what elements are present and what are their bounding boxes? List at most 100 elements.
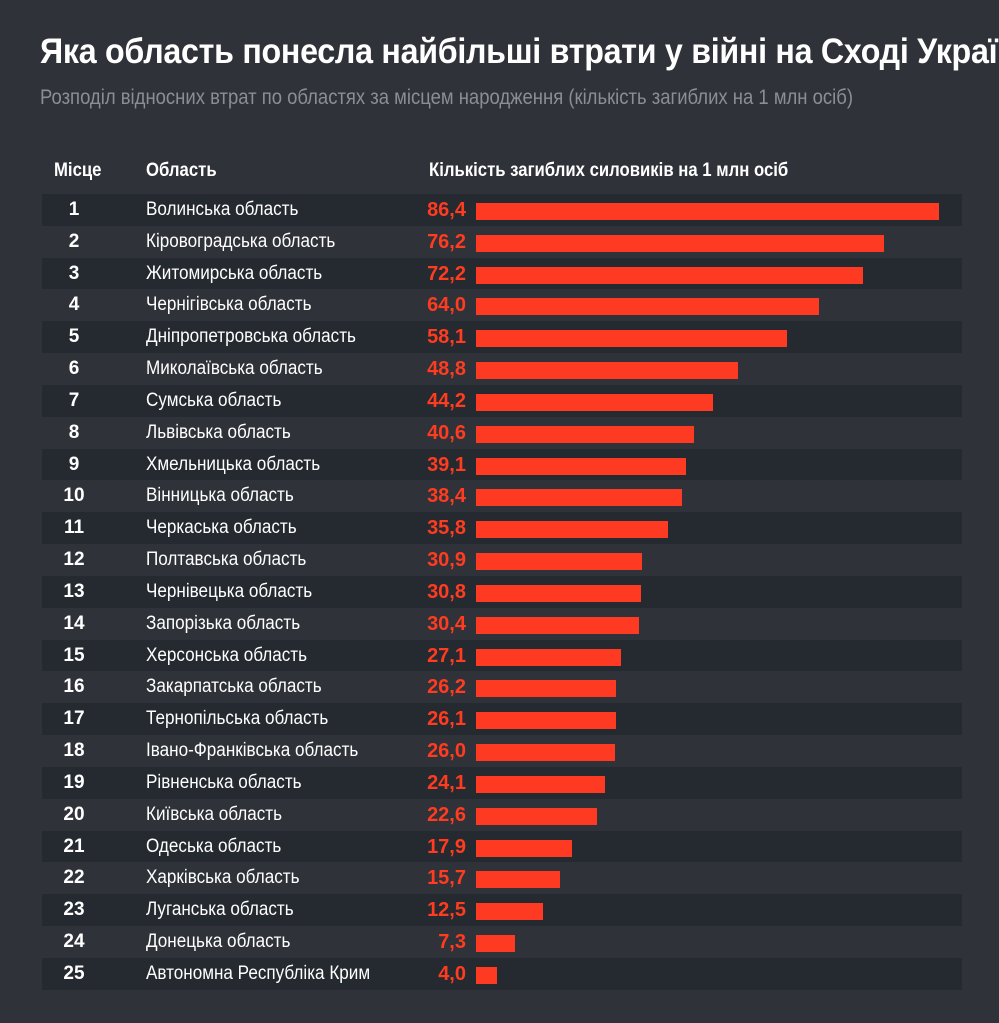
rank-label: 6	[68, 358, 80, 380]
value-label: 35,8	[427, 517, 466, 540]
value-label: 30,4	[427, 612, 466, 635]
bar-chart-body: 1 Волинська область 86,4 2 Кіровоградська об…	[42, 194, 962, 990]
rank-label: 13	[63, 580, 85, 602]
value-label: 4,0	[438, 962, 466, 985]
value-label: 40,6	[427, 421, 466, 444]
value-label: 26,1	[427, 708, 466, 731]
bar	[476, 839, 572, 857]
bar	[476, 616, 639, 634]
value-label: 7,3	[438, 931, 466, 954]
table-row: 15 Херсонська область 27,1	[42, 639, 962, 672]
value-label: 76,2	[427, 230, 466, 253]
bar	[476, 489, 682, 507]
table-row: 3 Житомирська область 72,2	[42, 257, 962, 290]
bar	[476, 871, 561, 889]
bar	[476, 553, 642, 571]
table-row: 13 Чернівецька область 30,8	[42, 575, 962, 608]
rank-label: 21	[63, 835, 85, 857]
rank-label: 20	[63, 803, 85, 825]
region-label: Київська область	[146, 803, 283, 825]
rank-label: 24	[63, 931, 85, 953]
value-label: 58,1	[427, 326, 466, 349]
region-label: Автономна Республіка Крим	[146, 962, 371, 984]
rank-label: 10	[63, 485, 85, 507]
rank-label: 22	[63, 867, 85, 889]
bar	[476, 935, 516, 953]
table-row: 1 Волинська область 86,4	[42, 194, 962, 226]
rank-label: 17	[63, 708, 85, 730]
region-label: Дніпропетровська область	[146, 326, 356, 348]
rank-label: 2	[68, 230, 80, 252]
value-label: 72,2	[427, 262, 466, 285]
region-label: Донецька область	[146, 931, 291, 953]
table-row: 22 Харківська область 15,7	[42, 862, 962, 894]
column-header-region: Область	[146, 160, 217, 181]
rank-label: 19	[63, 771, 85, 793]
table-row: 12 Полтавська область 30,9	[42, 544, 962, 576]
value-label: 39,1	[427, 453, 466, 476]
table-row: 8 Львівська область 40,6	[42, 417, 962, 449]
bar	[476, 775, 606, 793]
region-label: Тернопільська область	[146, 708, 329, 730]
region-label: Миколаївська область	[146, 358, 323, 380]
column-header-rank: Місце	[54, 160, 102, 181]
value-label: 22,6	[427, 803, 466, 826]
bar	[476, 712, 616, 730]
bar	[476, 330, 788, 348]
region-label: Чернівецька область	[146, 580, 313, 602]
region-label: Івано-Франківська область	[146, 740, 359, 762]
table-row: 11 Черкаська область 35,8	[42, 512, 962, 545]
region-label: Херсонська область	[146, 644, 308, 666]
chart-title: Яка область понесла найбільші втрати у в…	[40, 32, 999, 71]
region-label: Закарпатська область	[146, 676, 322, 698]
region-label: Полтавська область	[146, 549, 307, 571]
rank-label: 9	[68, 453, 80, 475]
column-header-value: Кількість загиблих силовиків на 1 млн ос…	[429, 160, 789, 181]
bar	[476, 234, 885, 252]
rank-label: 23	[63, 899, 85, 921]
value-label: 26,0	[427, 740, 466, 763]
bar	[476, 584, 642, 602]
value-label: 15,7	[427, 867, 466, 890]
value-label: 38,4	[427, 485, 466, 508]
region-label: Черкаська область	[146, 517, 297, 539]
rank-label: 8	[68, 421, 80, 443]
region-label: Рівненська область	[146, 771, 302, 793]
region-label: Чернігівська область	[146, 294, 312, 316]
bar	[476, 521, 668, 539]
table-row: 2 Кіровоградська область 76,2	[42, 226, 962, 258]
table-row: 4 Чернігівська область 64,0	[42, 289, 962, 321]
region-label: Житомирська область	[146, 262, 323, 284]
table-row: 21 Одеська область 17,9	[42, 830, 962, 863]
table-row: 25 Автономна Республіка Крим 4,0	[42, 957, 962, 990]
table-row: 23 Луганська область 12,5	[42, 894, 962, 927]
rank-label: 4	[68, 294, 80, 316]
region-label: Хмельницька область	[146, 453, 321, 475]
bar	[476, 903, 543, 921]
bar	[476, 807, 598, 825]
rank-label: 18	[63, 740, 85, 762]
table-row: 10 Вінницька область 38,4	[42, 480, 962, 512]
region-label: Волинська область	[146, 199, 299, 220]
rank-label: 3	[68, 262, 80, 284]
table-row: 7 Сумська область 44,2	[42, 384, 962, 417]
chart-subtitle: Розподіл відносних втрат по областях за …	[40, 86, 854, 109]
bar	[476, 203, 939, 220]
value-label: 86,4	[427, 199, 466, 221]
table-row: 5 Дніпропетровська область 58,1	[42, 321, 962, 354]
value-label: 26,2	[427, 676, 466, 699]
rank-label: 5	[68, 326, 80, 348]
table-row: 16 Закарпатська область 26,2	[42, 671, 962, 703]
table-row: 24 Донецька область 7,3	[42, 926, 962, 958]
value-label: 17,9	[427, 835, 466, 858]
bar	[476, 298, 819, 316]
rank-label: 16	[63, 676, 85, 698]
region-label: Одеська область	[146, 835, 282, 857]
table-row: 6 Миколаївська область 48,8	[42, 353, 962, 385]
value-label: 30,8	[427, 580, 466, 603]
table-row: 9 Хмельницька область 39,1	[42, 448, 962, 481]
region-label: Кіровоградська область	[146, 230, 336, 252]
bar	[476, 457, 686, 475]
value-label: 64,0	[427, 294, 466, 317]
value-label: 48,8	[427, 358, 466, 381]
